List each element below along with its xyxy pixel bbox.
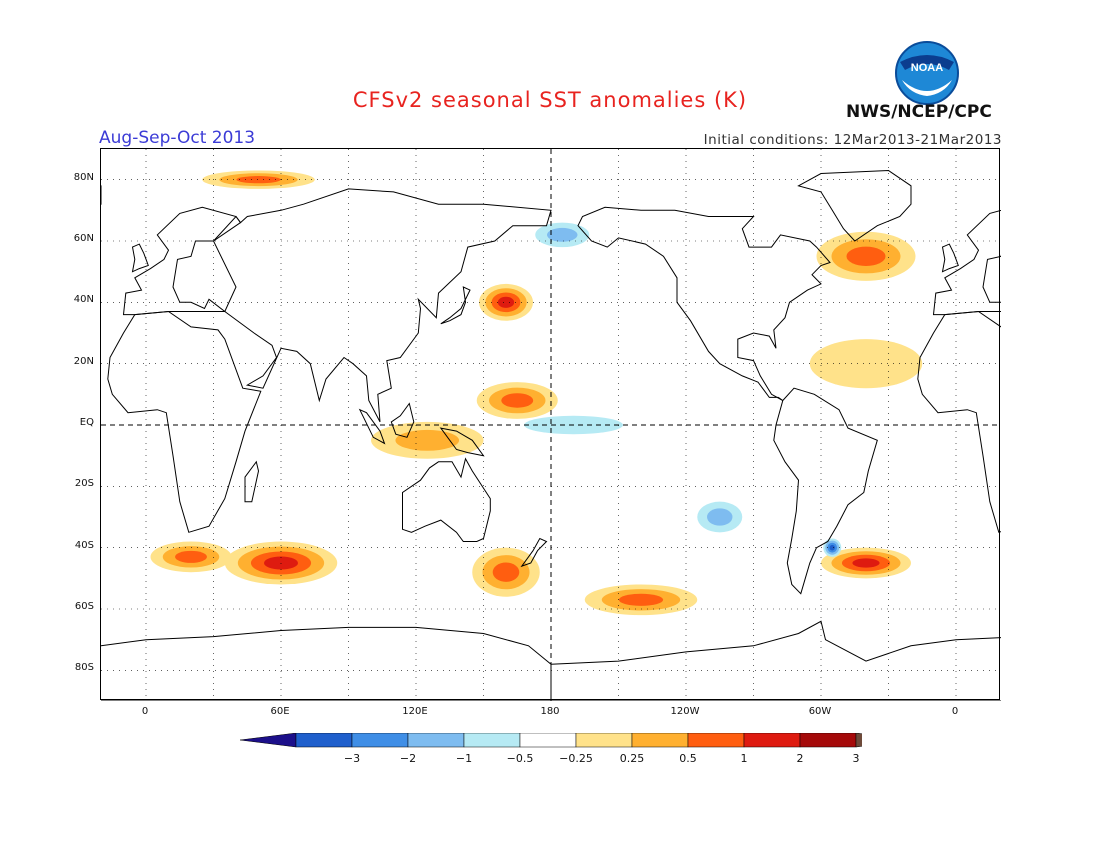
coastline	[402, 457, 491, 542]
legend-tick-label: −0.5	[506, 752, 534, 765]
legend-swatch	[407, 732, 465, 748]
legend-tick-label: −0.25	[559, 752, 593, 765]
lat-label: 80N	[73, 171, 94, 183]
lon-label: 60W	[808, 706, 832, 717]
anomaly-contour	[236, 176, 281, 184]
coastline-layer	[101, 169, 1001, 701]
coastline	[244, 460, 260, 503]
color-legend	[239, 732, 913, 755]
anomaly-region	[202, 170, 315, 189]
lat-label: EQ	[79, 417, 94, 428]
anomaly-region	[479, 283, 533, 321]
anomaly-contour	[501, 393, 534, 408]
anomaly-region	[809, 339, 923, 389]
anomaly-contour	[175, 550, 207, 563]
legend-tick-label: 2	[796, 752, 804, 765]
legend-tick-label: −3	[343, 752, 361, 765]
anomaly-region	[371, 421, 484, 459]
coastline	[797, 169, 912, 242]
lon-label: 0	[951, 706, 959, 717]
anomaly-region	[823, 538, 842, 557]
lon-label: 180	[540, 706, 560, 717]
anomaly-contour	[829, 544, 835, 551]
initial-conditions: Initial conditions: 12Mar2013-21Mar2013	[703, 132, 1002, 148]
coastline	[577, 206, 831, 401]
sst-anomaly-map	[100, 148, 1001, 701]
anomaly-contour	[852, 558, 880, 568]
grid-layer	[101, 149, 1001, 701]
lon-label: 60E	[270, 706, 290, 717]
anomaly-contour	[618, 593, 664, 606]
coastline	[390, 402, 415, 438]
coastline	[550, 620, 1001, 701]
legend-tick-label: 1	[740, 752, 748, 765]
coastline	[440, 286, 471, 325]
legend-arrow-high	[855, 732, 913, 748]
anomaly-region	[697, 501, 743, 533]
anomaly-contour	[497, 296, 515, 308]
lat-label: 20S	[74, 478, 94, 490]
anomaly-region	[535, 222, 590, 248]
legend-tick-label: −2	[399, 752, 417, 765]
anomaly-region	[472, 547, 540, 597]
lat-label: 40N	[73, 294, 94, 306]
anomaly-contour	[707, 508, 733, 526]
coastline	[917, 310, 1001, 533]
legend-swatch	[575, 732, 633, 748]
legend-swatch	[799, 732, 857, 748]
anomaly-contour	[395, 429, 460, 451]
anomaly-region	[821, 547, 911, 579]
legend-swatch	[519, 732, 577, 748]
anomaly-contour	[492, 562, 520, 582]
coastline	[941, 243, 959, 273]
anomaly-region	[584, 584, 698, 616]
coastline	[520, 537, 548, 568]
anomaly-region	[476, 382, 558, 419]
legend-swatch	[351, 732, 409, 748]
coastline	[358, 408, 386, 445]
lat-label: 40S	[74, 539, 94, 551]
legend-swatch	[687, 732, 745, 748]
coastline	[932, 209, 1001, 316]
coastline	[107, 310, 262, 533]
anomaly-region	[150, 541, 232, 573]
lat-label: 60S	[74, 601, 94, 612]
lat-label: 20N	[73, 355, 94, 367]
legend-swatch	[295, 732, 353, 748]
forecast-period: Aug-Sep-Oct 2013	[99, 128, 256, 148]
coastline	[212, 188, 552, 423]
logo-text: NOAA	[911, 62, 943, 74]
legend-arrow-low	[239, 732, 297, 748]
map-title: CFSv2 seasonal SST anomalies (K)	[352, 88, 748, 112]
coastline	[773, 387, 878, 595]
legend-swatch	[463, 732, 521, 748]
legend-swatch	[631, 732, 689, 748]
coastline	[101, 626, 552, 701]
coastline	[131, 243, 149, 273]
anomaly-contour	[546, 227, 578, 242]
lat-label: 60N	[73, 233, 94, 244]
lon-label: 120E	[402, 706, 428, 717]
legend-tick-label: 0.5	[679, 752, 697, 765]
legend-tick-label: 0.25	[619, 752, 645, 765]
lon-label: 0	[141, 706, 149, 717]
legend-tick-label: −1	[455, 752, 473, 765]
lat-label: 80S	[74, 662, 94, 674]
agency-label: NWS/NCEP/CPC	[846, 102, 992, 122]
anomaly-fill-layer	[150, 170, 923, 616]
anomaly-region	[816, 231, 916, 281]
anomaly-contour	[809, 339, 923, 389]
noaa-logo-icon: NOAA	[894, 40, 960, 110]
lon-label: 120W	[670, 706, 700, 717]
anomaly-contour	[846, 246, 886, 266]
legend-swatch	[743, 732, 801, 748]
legend-tick-label: 3	[852, 752, 860, 765]
